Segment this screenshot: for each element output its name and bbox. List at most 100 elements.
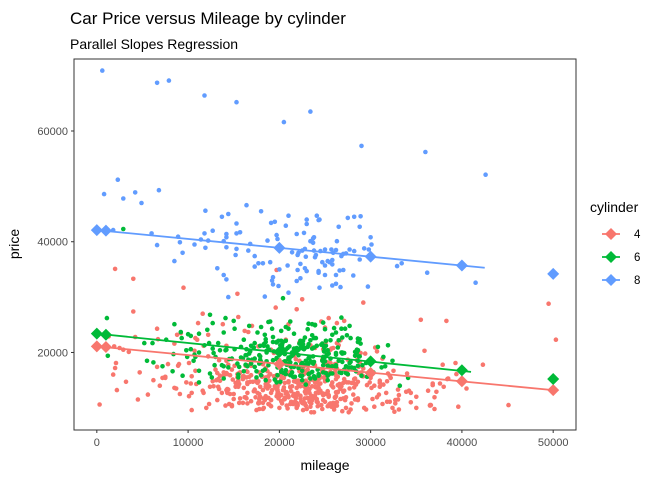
data-point — [331, 325, 337, 331]
data-point — [286, 356, 291, 362]
data-point — [184, 348, 189, 353]
data-point — [278, 328, 284, 334]
data-point — [339, 315, 344, 320]
data-point — [318, 381, 323, 386]
data-point — [303, 358, 309, 364]
data-point — [112, 266, 118, 272]
data-point — [320, 370, 326, 375]
data-point — [294, 231, 300, 237]
data-point — [311, 359, 317, 365]
data-point — [352, 353, 358, 359]
data-point — [285, 263, 290, 268]
data-point — [311, 374, 317, 379]
data-point — [464, 386, 469, 391]
data-point — [257, 406, 262, 412]
data-point — [365, 284, 371, 289]
data-point — [320, 397, 326, 403]
data-point — [231, 391, 236, 397]
data-point — [215, 340, 221, 346]
data-point — [283, 338, 289, 344]
data-point — [121, 226, 126, 232]
data-point — [399, 261, 405, 266]
data-point — [432, 406, 437, 412]
data-point — [316, 373, 321, 379]
data-point — [205, 332, 211, 338]
data-point — [355, 348, 361, 353]
data-point — [180, 373, 185, 379]
data-point — [255, 380, 260, 386]
data-point — [210, 346, 215, 351]
data-point — [361, 405, 367, 411]
data-point — [275, 236, 280, 242]
data-point — [454, 371, 459, 377]
data-point — [196, 368, 202, 374]
data-point — [322, 272, 328, 278]
data-point — [289, 250, 295, 255]
data-point — [210, 379, 215, 384]
data-point — [278, 379, 283, 385]
data-point — [307, 399, 312, 405]
y-axis-title: price — [6, 229, 22, 260]
data-point — [219, 214, 225, 220]
data-point — [189, 407, 194, 413]
data-point — [179, 335, 184, 341]
data-point — [381, 354, 386, 360]
data-point — [209, 375, 215, 380]
data-point — [393, 401, 398, 406]
data-point — [347, 386, 352, 391]
data-point — [338, 284, 343, 290]
data-point — [330, 332, 335, 338]
x-axis-title: mileage — [300, 457, 349, 473]
data-point — [341, 389, 346, 395]
data-point — [166, 78, 172, 83]
data-point — [304, 268, 310, 274]
data-point — [297, 341, 302, 346]
data-point — [392, 409, 397, 415]
chart-title: Car Price versus Mileage by cylinder — [70, 9, 346, 28]
data-point — [380, 401, 385, 407]
data-point — [281, 119, 287, 125]
data-point — [317, 285, 322, 291]
highlight-point-4 — [90, 340, 103, 353]
data-point — [286, 380, 291, 385]
data-point — [397, 383, 403, 389]
data-point — [299, 297, 305, 302]
data-point — [252, 340, 257, 346]
data-point — [217, 348, 223, 353]
data-point — [100, 68, 105, 73]
data-point — [326, 392, 332, 398]
data-point — [432, 395, 437, 400]
data-point — [123, 379, 129, 385]
data-point — [308, 404, 313, 410]
data-point — [351, 392, 356, 397]
data-point — [131, 276, 136, 282]
data-point — [344, 380, 350, 385]
data-point — [312, 254, 318, 260]
data-point — [357, 224, 363, 230]
data-point — [275, 387, 280, 392]
data-point — [215, 384, 221, 390]
highlight-point-6 — [547, 373, 560, 386]
data-point — [267, 402, 272, 407]
data-point — [430, 382, 436, 388]
plot-panel — [73, 58, 577, 431]
data-point — [364, 382, 370, 388]
data-point — [316, 385, 321, 391]
data-point — [154, 80, 160, 86]
data-point — [188, 381, 194, 386]
data-point — [346, 410, 352, 415]
data-point — [330, 364, 335, 369]
data-point — [295, 267, 300, 273]
data-point — [248, 343, 254, 349]
data-point — [252, 253, 257, 259]
data-point — [385, 343, 391, 348]
data-point — [230, 377, 236, 382]
data-point — [220, 321, 226, 327]
data-point — [211, 384, 216, 389]
data-point — [135, 397, 141, 402]
data-point — [283, 223, 289, 228]
data-point — [453, 360, 458, 366]
data-point — [375, 344, 381, 350]
data-point — [333, 281, 339, 287]
data-point — [221, 330, 226, 335]
